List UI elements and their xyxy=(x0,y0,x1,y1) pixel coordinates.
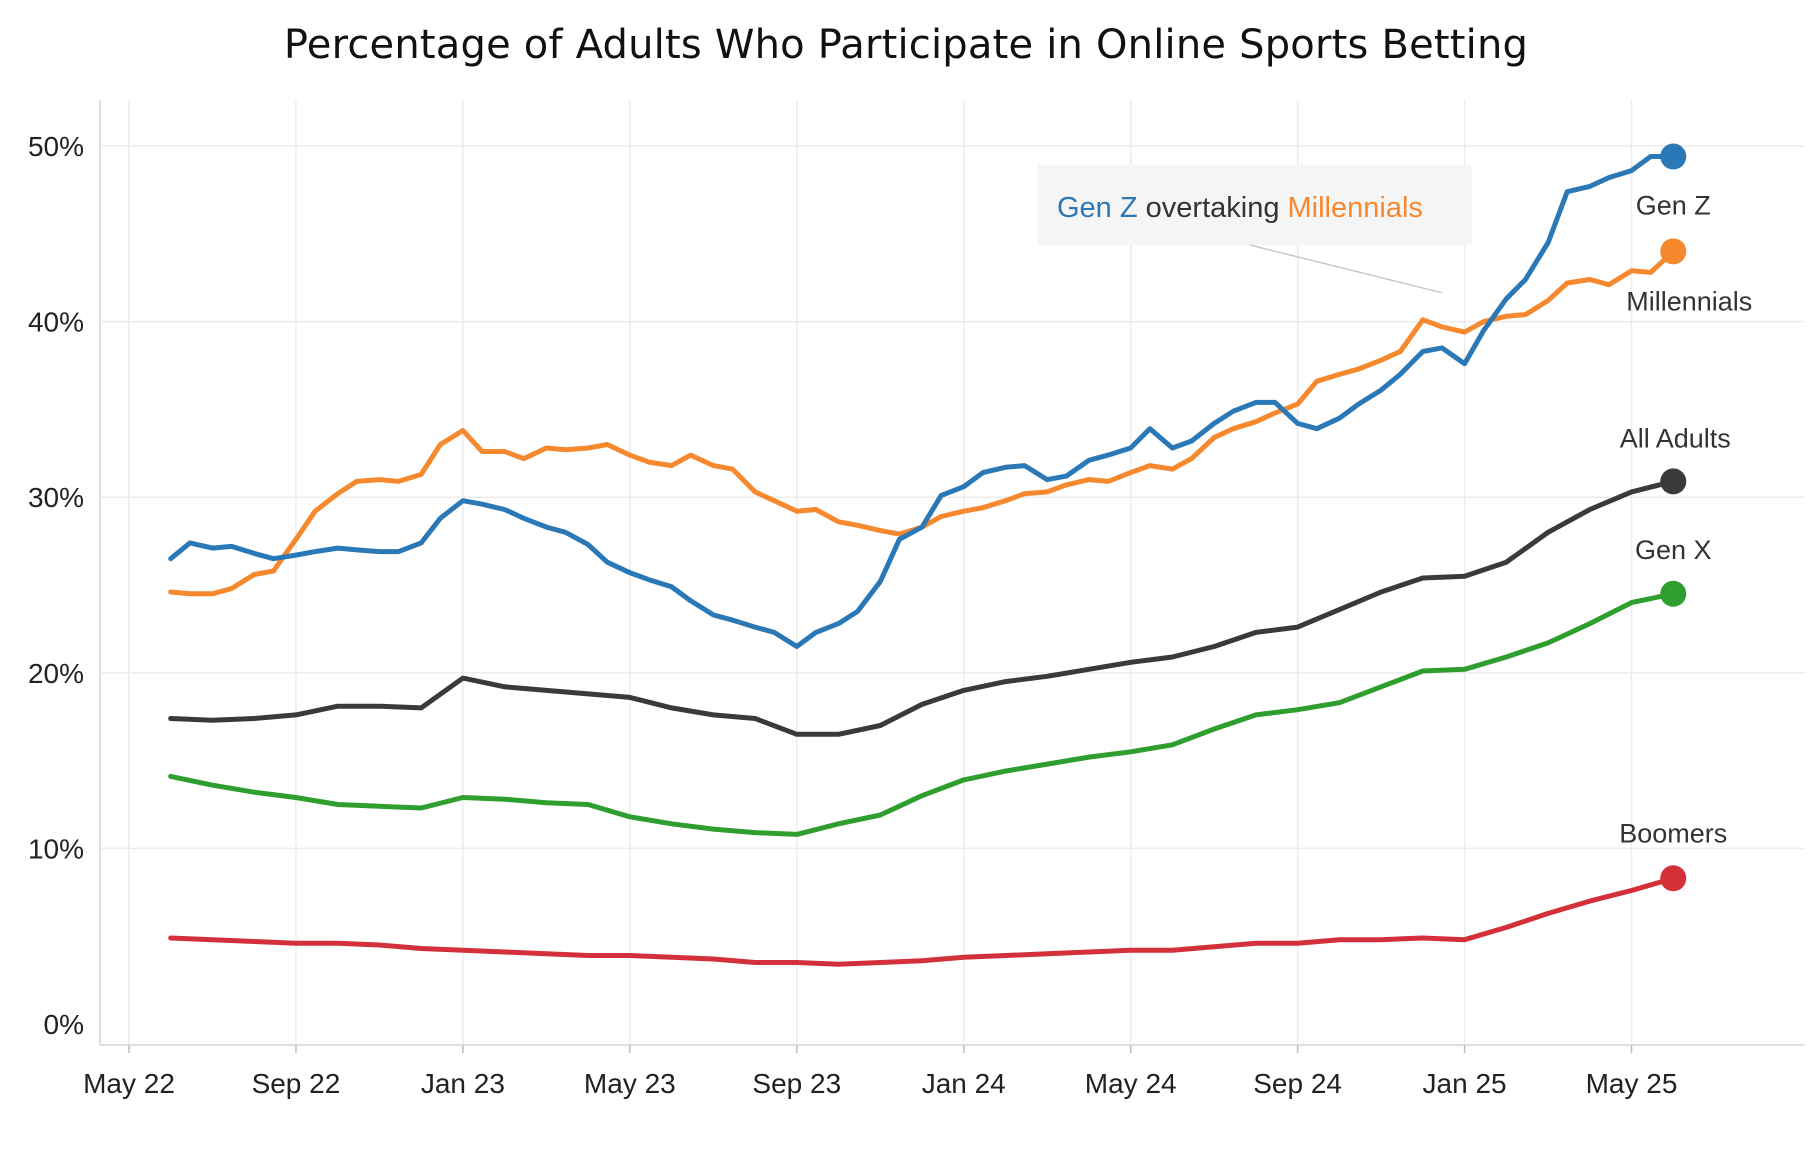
series-end-labels: Boomers Gen X All Adults Millennials Gen Z xyxy=(1619,191,1752,849)
series-lines xyxy=(168,143,1687,967)
series-label-gen-z: Gen Z xyxy=(1636,191,1711,221)
axis-labels: 0% 10% 20% 30% 40% 50% May 22 Sep 22 Jan 23 May 2… xyxy=(28,131,1677,1099)
x-tick-label: Jan 23 xyxy=(421,1068,505,1099)
y-tick-label: 0% xyxy=(44,1009,84,1040)
series-label-millennials: Millennials xyxy=(1626,286,1752,316)
series-line-all-adults xyxy=(168,478,1676,737)
annotation-text-part: overtaking xyxy=(1138,192,1288,224)
x-tick-label: May 25 xyxy=(1586,1068,1678,1099)
y-tick-label: 50% xyxy=(28,131,84,162)
y-tick-label: 40% xyxy=(28,307,84,338)
series-line-gen-x xyxy=(168,591,1676,837)
x-tick-label: May 24 xyxy=(1085,1068,1177,1099)
x-tick-label: Sep 22 xyxy=(252,1068,341,1099)
series-end-marker-all-adults xyxy=(1660,468,1687,495)
annotation-text-part: Millennials xyxy=(1288,192,1423,224)
annotation-text: Gen Z overtaking Millennials xyxy=(1057,192,1423,224)
chart-title: Percentage of Adults Who Participate in … xyxy=(283,22,1529,68)
x-tick-label: Sep 23 xyxy=(752,1068,841,1099)
y-tick-label: 30% xyxy=(28,482,84,513)
series-end-marker-boomers xyxy=(1660,865,1687,892)
series-label-gen-x: Gen X xyxy=(1635,535,1712,565)
x-tick-label: May 23 xyxy=(584,1068,676,1099)
series-end-marker-gen-x xyxy=(1660,580,1687,607)
series-line-millennials xyxy=(168,248,1676,597)
series-line-boomers xyxy=(168,875,1676,967)
x-tick-label: Jan 25 xyxy=(1423,1068,1507,1099)
series-line-gen-z xyxy=(168,154,1676,649)
y-tick-label: 20% xyxy=(28,658,84,689)
y-tick-label: 10% xyxy=(28,833,84,864)
series-label-boomers: Boomers xyxy=(1619,818,1727,848)
annotation-box xyxy=(1038,165,1472,245)
x-tick-label: Sep 24 xyxy=(1253,1068,1342,1099)
series-end-marker-millennials xyxy=(1660,238,1687,265)
x-tick-label: May 22 xyxy=(83,1068,175,1099)
gridlines xyxy=(99,100,1805,1053)
x-tick-label: Jan 24 xyxy=(922,1068,1006,1099)
annotation-text-part: Gen Z xyxy=(1057,192,1138,224)
annotation: Gen Z overtaking Millennials xyxy=(1038,165,1472,294)
series-label-all-adults: All Adults xyxy=(1620,423,1731,453)
series-end-marker-gen-z xyxy=(1660,143,1687,170)
annotation-pointer xyxy=(1249,244,1443,294)
